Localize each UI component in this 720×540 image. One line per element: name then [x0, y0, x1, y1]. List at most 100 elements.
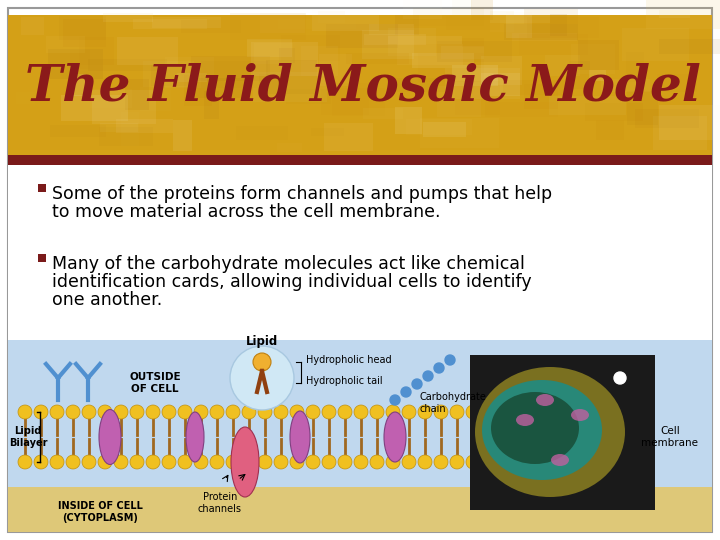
Circle shape: [412, 379, 422, 389]
Bar: [569, 62, 590, 89]
Bar: [259, 74, 286, 96]
Bar: [481, 56, 522, 85]
Bar: [513, 33, 577, 42]
Circle shape: [434, 455, 448, 469]
Circle shape: [434, 405, 448, 419]
Bar: [78, 37, 114, 65]
Bar: [70, 50, 89, 69]
Bar: [201, 61, 268, 89]
Circle shape: [274, 455, 288, 469]
Bar: [58, 16, 106, 40]
Bar: [659, 39, 720, 53]
Text: Carbohydrate
chain: Carbohydrate chain: [420, 392, 487, 414]
Circle shape: [290, 405, 304, 419]
Bar: [659, 105, 720, 140]
Bar: [90, 90, 132, 108]
Bar: [406, 119, 472, 135]
Bar: [395, 15, 419, 35]
Bar: [545, 55, 580, 76]
Bar: [230, 13, 307, 40]
Circle shape: [34, 455, 48, 469]
Circle shape: [98, 455, 112, 469]
Bar: [151, 65, 191, 86]
Circle shape: [34, 405, 48, 419]
Bar: [311, 128, 344, 136]
Bar: [125, 79, 149, 110]
Text: Many of the carbohydrate molecules act like chemical: Many of the carbohydrate molecules act l…: [52, 255, 525, 273]
Bar: [277, 144, 302, 152]
Circle shape: [386, 405, 400, 419]
Ellipse shape: [571, 409, 589, 421]
Circle shape: [401, 387, 411, 397]
Circle shape: [226, 455, 240, 469]
Bar: [279, 48, 294, 63]
Bar: [140, 87, 171, 111]
Bar: [8, 155, 712, 165]
Bar: [143, 61, 194, 86]
Circle shape: [434, 363, 444, 373]
Circle shape: [114, 455, 128, 469]
Bar: [133, 19, 207, 29]
Bar: [103, 13, 153, 22]
Circle shape: [290, 455, 304, 469]
Circle shape: [82, 405, 96, 419]
Circle shape: [402, 455, 416, 469]
Bar: [519, 34, 588, 56]
Bar: [181, 20, 241, 32]
Circle shape: [178, 405, 192, 419]
Bar: [506, 12, 532, 38]
Text: to move material across the cell membrane.: to move material across the cell membran…: [52, 203, 441, 221]
Bar: [236, 126, 288, 139]
Circle shape: [162, 455, 176, 469]
Text: Hydropholic head: Hydropholic head: [306, 355, 392, 365]
Circle shape: [338, 455, 352, 469]
Bar: [570, 44, 615, 74]
Circle shape: [162, 405, 176, 419]
Bar: [524, 84, 558, 109]
Circle shape: [146, 455, 160, 469]
Circle shape: [614, 372, 626, 384]
Bar: [21, 17, 45, 35]
Circle shape: [226, 405, 240, 419]
Bar: [266, 59, 318, 94]
Bar: [8, 15, 712, 155]
Text: Protein
channels: Protein channels: [198, 492, 242, 514]
Bar: [626, 52, 644, 82]
Bar: [99, 127, 153, 146]
Bar: [174, 120, 192, 151]
Circle shape: [242, 455, 256, 469]
Bar: [364, 34, 426, 45]
Circle shape: [194, 455, 208, 469]
Circle shape: [418, 455, 432, 469]
Text: identification cards, allowing individual cells to identify: identification cards, allowing individua…: [52, 273, 531, 291]
Ellipse shape: [231, 427, 259, 497]
Bar: [550, 14, 567, 37]
Circle shape: [450, 405, 464, 419]
Bar: [388, 37, 462, 44]
Ellipse shape: [384, 412, 406, 462]
Circle shape: [354, 455, 368, 469]
Bar: [549, 96, 626, 115]
Ellipse shape: [491, 392, 579, 464]
Bar: [253, 43, 292, 64]
Bar: [504, 24, 578, 40]
Bar: [652, 116, 706, 150]
Bar: [395, 107, 422, 134]
Bar: [601, 78, 650, 92]
Circle shape: [130, 405, 144, 419]
Circle shape: [354, 405, 368, 419]
Bar: [61, 94, 128, 121]
Bar: [88, 59, 168, 71]
Ellipse shape: [290, 411, 310, 463]
Circle shape: [146, 405, 160, 419]
Circle shape: [370, 455, 384, 469]
Ellipse shape: [516, 414, 534, 426]
Bar: [281, 35, 340, 62]
Circle shape: [386, 455, 400, 469]
Bar: [524, 9, 578, 24]
Bar: [387, 28, 436, 56]
Bar: [92, 91, 156, 124]
Bar: [177, 73, 207, 82]
Circle shape: [178, 455, 192, 469]
Bar: [595, 120, 624, 139]
